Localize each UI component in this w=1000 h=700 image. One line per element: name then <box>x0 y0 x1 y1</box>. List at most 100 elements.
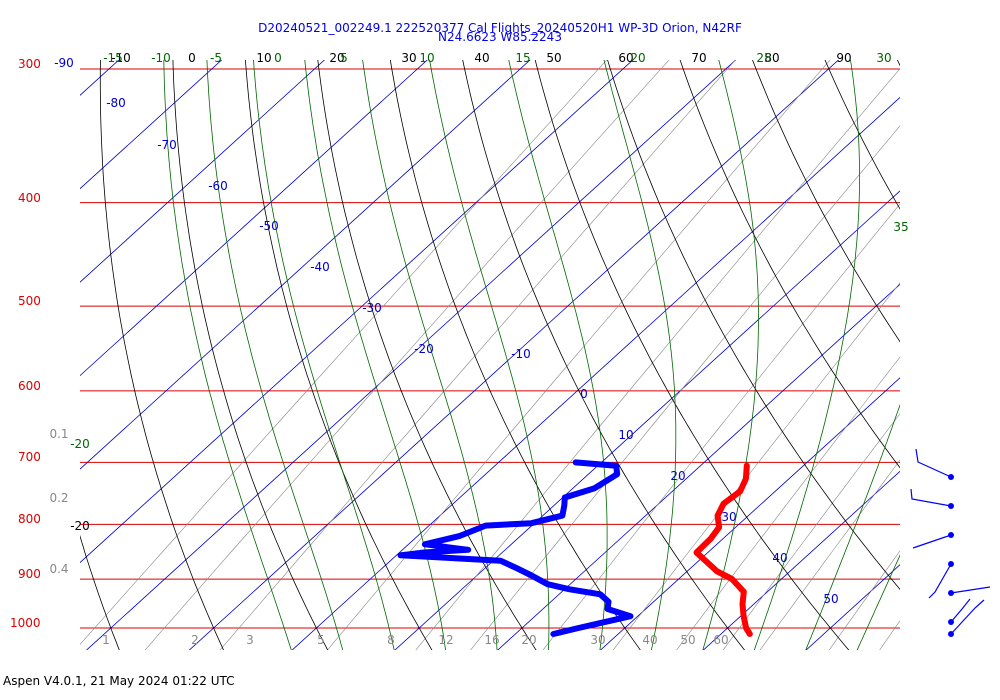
dry-adiabat-top-label: 60 <box>618 51 633 65</box>
dry-adiabat-line <box>607 60 900 591</box>
moist-adiabat-label: -5 <box>210 51 222 65</box>
moist-adiabat-line <box>508 60 608 650</box>
isotherm-label: -40 <box>310 260 330 274</box>
isotherm-label: -30 <box>362 301 382 315</box>
dewpoint-point <box>497 558 503 564</box>
dry-adiabat-top-label: 20 <box>329 51 344 65</box>
wind-barb-staff <box>910 488 952 507</box>
wind-barb-staff <box>928 563 952 599</box>
isotherm-line <box>908 0 1000 651</box>
moist-adiabat-label: 20 <box>630 51 645 65</box>
mixing-ratio-left-label: 0.1 <box>49 427 68 441</box>
dewpoint-point <box>597 591 603 597</box>
temperature-point <box>715 513 721 519</box>
moist-adiabat-line <box>805 403 900 650</box>
mixing-ratio-label: 30 <box>590 633 605 647</box>
dry-adiabat-top-label: -10 <box>111 51 131 65</box>
dry-adiabat-left-label: -20 <box>70 519 90 533</box>
dry-adiabat-line <box>679 60 900 469</box>
temperature-point <box>737 488 743 494</box>
moist-adiabat-line <box>702 60 759 650</box>
moist-adiabat-line <box>206 60 344 650</box>
dewpoint-point <box>422 541 428 547</box>
temperature-point <box>744 463 750 469</box>
dewpoint-point <box>465 547 471 553</box>
mixing-ratio-line <box>919 53 1000 650</box>
dewpoint-point <box>596 620 602 626</box>
dry-adiabat-line <box>80 534 120 650</box>
wind-barb-staff <box>950 599 985 635</box>
moist-adiabat-line <box>908 37 1000 651</box>
dry-adiabat-line <box>896 60 900 67</box>
wind-barb-staff <box>912 534 952 549</box>
mixing-ratio-line <box>80 60 608 645</box>
wind-barb-staff <box>950 586 991 594</box>
isotherm-line <box>80 60 325 283</box>
chart-title-line1: D20240521_002249.1 222520377 Cal Flights… <box>258 21 742 35</box>
moist-adiabat-label: 30 <box>876 51 891 65</box>
dry-adiabat-line <box>172 60 329 650</box>
moist-adiabat-line <box>304 60 447 650</box>
wind-barb-staff <box>915 448 952 478</box>
temperature-point <box>721 501 727 507</box>
mixing-ratio-left-label: 0.2 <box>49 491 68 505</box>
moist-adiabat-label: 5 <box>340 51 348 65</box>
isotherm-line <box>86 60 737 650</box>
isotherm-line <box>394 190 900 650</box>
pressure-tick-label: 700 <box>18 450 41 464</box>
mixing-ratio-label: 50 <box>680 633 695 647</box>
dewpoint-point <box>512 565 518 571</box>
dry-adiabat-top-label: 40 <box>474 51 489 65</box>
isotherm-label: 20 <box>670 469 685 483</box>
dewpoint-point <box>559 513 565 519</box>
dry-adiabat-line <box>99 60 224 650</box>
mixing-ratio-line <box>144 60 670 650</box>
temperature-point <box>714 568 720 574</box>
mixing-ratio-line <box>722 413 900 650</box>
temperature-point <box>729 576 735 582</box>
pressure-tick-label: 300 <box>18 57 41 71</box>
mixing-ratio-label: 60 <box>713 633 728 647</box>
wind-barb-dot <box>948 474 954 480</box>
dewpoint-point <box>528 520 534 526</box>
mixing-ratio-label: 8 <box>387 633 395 647</box>
mixing-ratio-line <box>828 550 900 650</box>
dewpoint-point <box>614 471 620 477</box>
wind-barb-dot <box>948 561 954 567</box>
wind-barb-dot <box>948 503 954 509</box>
dry-adiabat-top-label: 30 <box>401 51 416 65</box>
dry-adiabat-line <box>462 60 745 650</box>
isotherm-line <box>80 60 531 470</box>
dry-adiabat-top-label: 10 <box>256 51 271 65</box>
dewpoint-point <box>605 606 611 612</box>
moist-adiabat-label: 0 <box>274 51 282 65</box>
dry-adiabat-line <box>317 60 537 650</box>
isotherm-line <box>80 60 120 96</box>
dry-adiabat-line <box>245 60 433 650</box>
temperature-point <box>743 625 749 631</box>
footer-version: Aspen V4.0.1, 21 May 2024 01:22 UTC <box>3 674 235 688</box>
dry-adiabat-line <box>752 60 900 343</box>
mixing-ratio-line <box>327 60 831 650</box>
moist-adiabat-left-label: -20 <box>70 437 90 451</box>
isotherm-label: 0 <box>580 387 588 401</box>
dewpoint-point <box>573 459 579 465</box>
dewpoint-point <box>398 552 404 558</box>
mixing-ratio-line <box>612 282 900 650</box>
isotherm-label: -80 <box>106 96 126 110</box>
dry-adiabat-line <box>958 37 1000 651</box>
isotherm-label: 50 <box>823 592 838 606</box>
pressure-tick-label: 400 <box>18 191 41 205</box>
moist-adiabat-label: -10 <box>151 51 171 65</box>
mixing-ratio-line <box>759 459 900 650</box>
temperature-point <box>739 601 745 607</box>
isotherm-label: -70 <box>157 138 177 152</box>
mixing-ratio-line <box>952 53 1000 650</box>
wind-barb-dot <box>948 590 954 596</box>
mixing-ratio-label: 2 <box>191 633 199 647</box>
plot-area <box>80 0 1000 651</box>
dry-adiabat-line <box>824 60 900 210</box>
wind-barb-dot <box>948 619 954 625</box>
isotherm-label: -10 <box>511 347 531 361</box>
